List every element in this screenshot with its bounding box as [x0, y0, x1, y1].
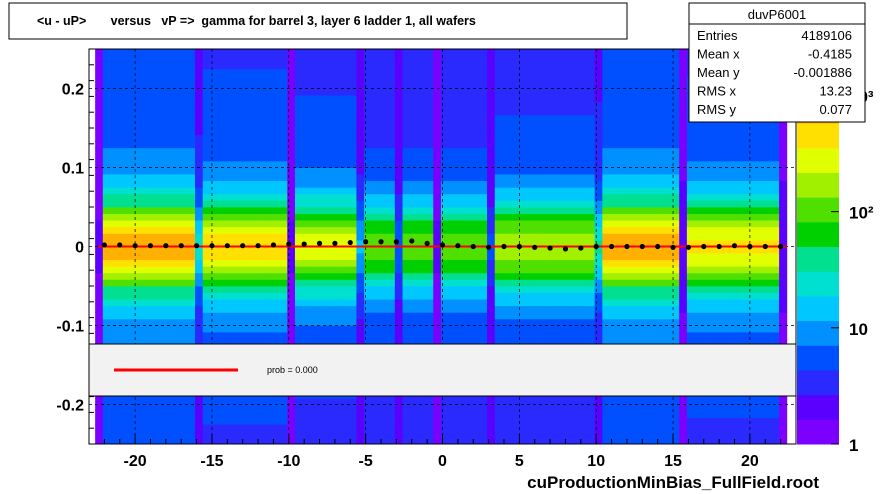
color-scale-cell: [797, 320, 839, 346]
chart-title: <u - uP> versus vP => gamma for barrel 3…: [37, 14, 476, 28]
profile-point: [608, 243, 615, 250]
color-scale-cell: [797, 123, 839, 149]
profile-point: [455, 243, 461, 249]
color-scale-cell: [797, 246, 839, 272]
profile-point: [178, 243, 184, 249]
color-scale-tick-label: 1: [849, 436, 858, 455]
profile-point: [347, 239, 353, 246]
profile-point: [424, 240, 430, 246]
profile-point: [747, 243, 753, 250]
profile-point: [516, 243, 522, 250]
profile-point: [163, 243, 169, 249]
profile-point: [501, 243, 507, 250]
profile-point: [240, 243, 246, 249]
heatmap-layer: [89, 49, 796, 445]
y-tick-label: -0.2: [56, 398, 84, 415]
stats-name: duvP6001: [748, 7, 807, 22]
profile-point: [332, 240, 338, 246]
color-scale-cell: [797, 369, 839, 396]
profile-point: [409, 238, 415, 244]
profile-point: [655, 243, 661, 250]
y-tick-label: 0: [75, 240, 84, 257]
profile-point: [224, 243, 230, 249]
stats-row-key: Entries: [697, 28, 738, 43]
fit-legend-text: prob = 0.000: [267, 365, 318, 375]
x-tick-label: 15: [664, 453, 682, 470]
color-scale-cell: [797, 147, 839, 173]
stats-row-value: -0.001886: [793, 65, 852, 80]
profile-point: [439, 242, 446, 248]
color-scale-tick-label: 10²: [849, 204, 874, 223]
profile-point: [286, 241, 292, 247]
profile-point: [316, 240, 323, 246]
profile-point: [562, 246, 569, 252]
x-tick-label: 0: [438, 453, 447, 470]
stats-row-key: Mean x: [697, 47, 740, 62]
profile-point: [101, 242, 107, 248]
profile-point: [685, 244, 692, 250]
stats-row-key: Mean y: [697, 65, 740, 80]
profile-point: [117, 242, 123, 248]
profile-point: [731, 243, 738, 249]
profile-point: [670, 244, 676, 250]
profile-point: [778, 243, 784, 250]
profile-point: [363, 239, 369, 245]
x-tick-label: -15: [200, 453, 223, 470]
color-scale-cell: [797, 172, 839, 198]
y-tick-labels: -0.2 -0.1 0 0.1 0.2: [56, 82, 84, 415]
profile-point: [593, 243, 599, 250]
profile-point: [132, 243, 138, 249]
profile-point: [393, 239, 399, 245]
profile-point: [716, 243, 722, 250]
profile-point: [378, 239, 384, 245]
profile-point: [470, 243, 476, 250]
color-scale-cell: [797, 197, 839, 223]
stats-box: duvP6001 Entries 4189106 Mean x -0.4185 Mean…: [688, 2, 866, 123]
stats-row-value: -0.4185: [808, 47, 852, 62]
color-scale-tick-label: 10: [849, 320, 868, 339]
x-tick-label: 20: [741, 453, 759, 470]
profile-point: [486, 244, 492, 250]
y-tick-label: 0.2: [62, 82, 84, 99]
x-tick-labels: -20 -15 -10 -5 0 5 10 15 20: [124, 453, 759, 470]
profile-points: [101, 238, 784, 252]
profile-point: [270, 242, 277, 248]
y-tick-label: -0.1: [56, 319, 84, 336]
x-tick-label: 5: [515, 453, 524, 470]
stats-row-key: RMS x: [697, 84, 737, 99]
color-scale-cell: [797, 221, 839, 247]
profile-point: [193, 243, 200, 249]
color-scale-cell: [797, 394, 839, 420]
fit-legend: prob = 0.000: [88, 343, 797, 397]
profile-point: [624, 243, 630, 250]
profile-point: [578, 245, 584, 251]
x-tick-label: -20: [124, 453, 147, 470]
y-tick-label: 0.1: [62, 161, 84, 178]
stats-row-value: 4189106: [801, 28, 852, 43]
profile-point: [209, 243, 215, 249]
x-tick-label: -5: [359, 453, 373, 470]
color-scale-cell: [797, 345, 839, 371]
color-scale-cell: [797, 295, 839, 322]
x-tick-label: -10: [277, 453, 300, 470]
profile-point: [762, 243, 768, 250]
profile-point: [701, 243, 707, 250]
stats-row-value: 0.077: [819, 102, 852, 117]
profile-point: [639, 243, 645, 250]
profile-point: [547, 245, 553, 251]
color-scale-cell: [797, 271, 839, 297]
profile-point: [532, 244, 538, 250]
profile-point: [147, 243, 154, 249]
file-label: cuProductionMinBias_FullField.root: [527, 473, 819, 492]
color-scale-cell: [797, 419, 839, 445]
profile-point: [255, 243, 261, 249]
stats-row-key: RMS y: [697, 102, 737, 117]
x-tick-label: 10: [587, 453, 605, 470]
stats-row-value: 13.23: [819, 84, 852, 99]
title-box: <u - uP> versus vP => gamma for barrel 3…: [8, 2, 628, 40]
profile-point: [301, 241, 307, 247]
